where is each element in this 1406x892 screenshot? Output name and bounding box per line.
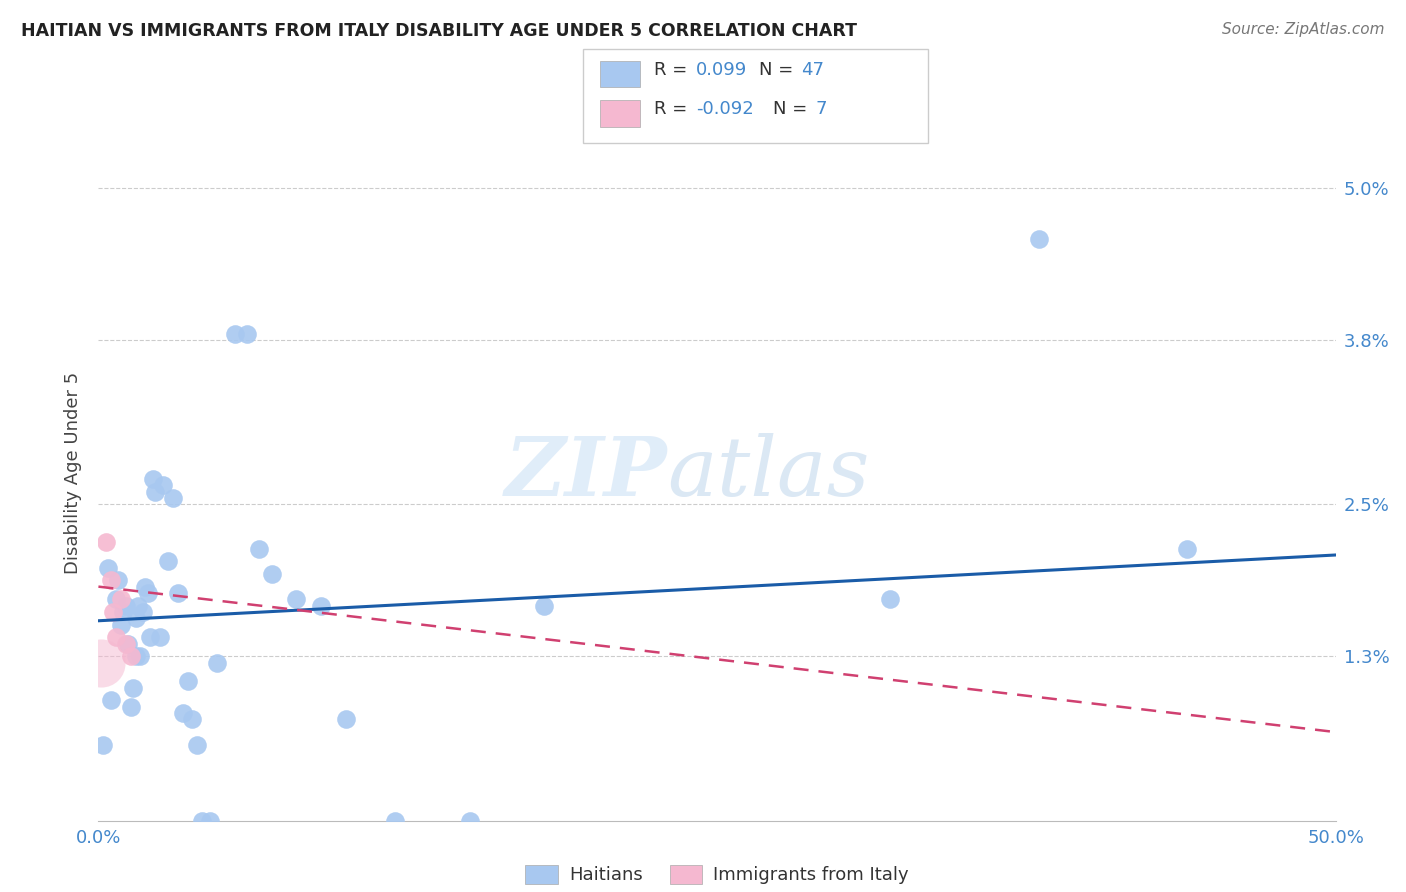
Point — [103, 605, 125, 619]
Point — [1028, 232, 1050, 246]
Point — [110, 617, 132, 632]
Point — [97, 560, 120, 574]
Point — [384, 814, 406, 828]
Point — [176, 674, 198, 689]
Point — [100, 574, 122, 588]
Point — [124, 649, 146, 664]
Point — [100, 693, 122, 707]
Point — [136, 586, 159, 600]
Point — [93, 738, 115, 752]
Text: R =: R = — [654, 100, 693, 118]
Point — [117, 636, 139, 650]
Point — [149, 630, 172, 644]
Point — [335, 713, 357, 727]
Text: HAITIAN VS IMMIGRANTS FROM ITALY DISABILITY AGE UNDER 5 CORRELATION CHART: HAITIAN VS IMMIGRANTS FROM ITALY DISABIL… — [21, 22, 858, 40]
Text: atlas: atlas — [668, 433, 870, 513]
Point — [94, 535, 117, 549]
Point — [124, 611, 146, 625]
Point — [879, 592, 901, 607]
Point — [224, 326, 246, 341]
Point — [110, 592, 132, 607]
Point — [120, 699, 142, 714]
Point — [247, 541, 270, 556]
Point — [260, 566, 283, 581]
Point — [104, 592, 127, 607]
Text: 7: 7 — [815, 100, 827, 118]
Point — [162, 491, 184, 505]
Text: R =: R = — [654, 61, 693, 78]
Point — [139, 630, 162, 644]
Point — [143, 484, 166, 499]
Point — [1175, 541, 1198, 556]
Point — [129, 649, 152, 664]
Point — [132, 605, 155, 619]
Point — [122, 681, 145, 695]
Text: 47: 47 — [801, 61, 824, 78]
Text: -0.092: -0.092 — [696, 100, 754, 118]
Text: N =: N = — [759, 61, 799, 78]
Text: N =: N = — [773, 100, 813, 118]
Point — [198, 814, 221, 828]
Point — [166, 586, 188, 600]
Point — [191, 814, 214, 828]
Text: 0.099: 0.099 — [696, 61, 747, 78]
Point — [205, 656, 228, 670]
Point — [152, 478, 174, 492]
Point — [181, 713, 204, 727]
Legend: Haitians, Immigrants from Italy: Haitians, Immigrants from Italy — [519, 858, 915, 892]
Text: ZIP: ZIP — [505, 433, 668, 513]
Text: Source: ZipAtlas.com: Source: ZipAtlas.com — [1222, 22, 1385, 37]
Point — [104, 630, 127, 644]
Point — [112, 605, 135, 619]
Point — [90, 656, 112, 670]
Point — [114, 599, 136, 613]
Point — [107, 574, 129, 588]
Point — [142, 472, 165, 486]
Point — [236, 326, 259, 341]
Y-axis label: Disability Age Under 5: Disability Age Under 5 — [65, 372, 83, 574]
Point — [285, 592, 308, 607]
Point — [458, 814, 481, 828]
Point — [114, 636, 136, 650]
Point — [309, 599, 332, 613]
Point — [120, 649, 142, 664]
Point — [127, 599, 149, 613]
Point — [533, 599, 555, 613]
Point — [172, 706, 194, 720]
Point — [186, 738, 208, 752]
Point — [134, 580, 156, 594]
Point — [156, 554, 179, 568]
